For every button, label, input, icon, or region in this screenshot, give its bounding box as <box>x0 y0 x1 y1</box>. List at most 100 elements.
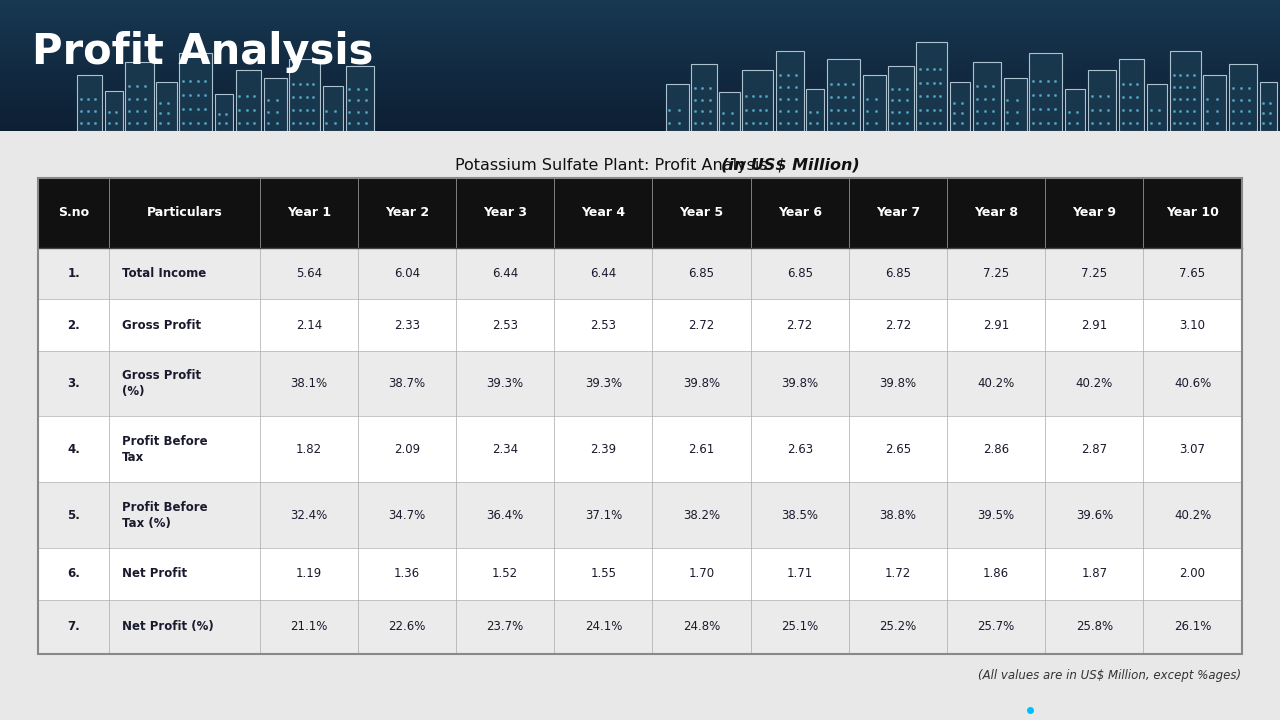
Text: 1.71: 1.71 <box>787 567 813 580</box>
Bar <box>105 91 123 131</box>
Bar <box>691 64 717 131</box>
Text: 26.1%: 26.1% <box>1174 621 1211 634</box>
Text: 4.: 4. <box>68 443 81 456</box>
Text: 25.8%: 25.8% <box>1075 621 1112 634</box>
Text: 7.25: 7.25 <box>1082 267 1107 280</box>
Text: Year 6: Year 6 <box>778 207 822 220</box>
Text: 2.63: 2.63 <box>787 443 813 456</box>
Bar <box>666 84 689 131</box>
Text: Total Income: Total Income <box>122 267 206 280</box>
Text: 40.6%: 40.6% <box>1174 377 1211 390</box>
Text: 1.86: 1.86 <box>983 567 1009 580</box>
Text: 32.4%: 32.4% <box>291 508 328 521</box>
Text: 2.61: 2.61 <box>689 443 714 456</box>
Bar <box>863 76 886 131</box>
Text: 5.64: 5.64 <box>296 267 321 280</box>
Bar <box>38 351 1242 416</box>
Text: 2.: 2. <box>68 319 81 332</box>
Bar <box>916 42 947 131</box>
Text: 1.19: 1.19 <box>296 567 321 580</box>
Bar <box>38 178 1242 248</box>
Text: 37.1%: 37.1% <box>585 508 622 521</box>
Text: 2.72: 2.72 <box>689 319 714 332</box>
Bar <box>38 248 1242 300</box>
Bar <box>1029 53 1062 131</box>
Text: Year 9: Year 9 <box>1073 207 1116 220</box>
Bar <box>38 416 1242 482</box>
Text: 38.1%: 38.1% <box>291 377 328 390</box>
Text: 2.91: 2.91 <box>1082 319 1107 332</box>
Text: 2.53: 2.53 <box>590 319 617 332</box>
Text: 1.52: 1.52 <box>492 567 518 580</box>
Text: 39.3%: 39.3% <box>486 377 524 390</box>
Text: Year 2: Year 2 <box>385 207 429 220</box>
Bar <box>236 70 261 131</box>
Text: 6.85: 6.85 <box>884 267 911 280</box>
Text: Year 7: Year 7 <box>876 207 920 220</box>
Text: 6.44: 6.44 <box>590 267 617 280</box>
Bar <box>156 82 177 131</box>
Text: Year 1: Year 1 <box>287 207 330 220</box>
Text: Year 3: Year 3 <box>483 207 527 220</box>
Bar <box>950 82 970 131</box>
Bar <box>38 300 1242 351</box>
Text: S.no: S.no <box>58 207 90 220</box>
Text: Gross Profit
(%): Gross Profit (%) <box>122 369 201 398</box>
Text: 1.36: 1.36 <box>394 567 420 580</box>
Text: 3.: 3. <box>68 377 81 390</box>
Text: Profit Before
Tax (%): Profit Before Tax (%) <box>122 500 207 529</box>
Bar <box>77 76 102 131</box>
Text: 6.44: 6.44 <box>492 267 518 280</box>
Text: 2.87: 2.87 <box>1082 443 1107 456</box>
Text: 23.7%: 23.7% <box>486 621 524 634</box>
Bar <box>806 89 824 131</box>
Bar <box>323 86 343 131</box>
Text: 34.7%: 34.7% <box>388 508 425 521</box>
Text: Net Profit: Net Profit <box>122 567 187 580</box>
Text: 5.: 5. <box>68 508 81 521</box>
Bar <box>38 600 1242 654</box>
Text: 38.5%: 38.5% <box>781 508 818 521</box>
Text: 2.86: 2.86 <box>983 443 1009 456</box>
Text: 38.8%: 38.8% <box>879 508 916 521</box>
Text: 25.7%: 25.7% <box>978 621 1015 634</box>
Text: 40.2%: 40.2% <box>1075 377 1112 390</box>
Text: 6.: 6. <box>68 567 81 580</box>
Bar <box>776 51 804 131</box>
Text: Potassium Sulfate Plant: Profit Analysis: Potassium Sulfate Plant: Profit Analysis <box>454 158 773 173</box>
Text: 39.5%: 39.5% <box>978 508 1015 521</box>
Bar <box>38 178 1242 654</box>
Bar <box>289 58 320 131</box>
Text: 1.: 1. <box>68 267 81 280</box>
Bar <box>888 66 914 131</box>
Bar <box>1119 58 1144 131</box>
Bar <box>1004 78 1027 131</box>
Text: 36.4%: 36.4% <box>486 508 524 521</box>
Text: 2.65: 2.65 <box>884 443 911 456</box>
Text: 3.07: 3.07 <box>1179 443 1206 456</box>
Text: Particulars: Particulars <box>146 207 223 220</box>
Text: Year 10: Year 10 <box>1166 207 1219 220</box>
Text: Profit Before
Tax: Profit Before Tax <box>122 435 207 464</box>
Text: 6.85: 6.85 <box>689 267 714 280</box>
Text: Gross Profit: Gross Profit <box>122 319 201 332</box>
Text: 2.34: 2.34 <box>492 443 518 456</box>
Bar <box>264 78 287 131</box>
Bar <box>38 482 1242 548</box>
Bar <box>125 62 154 131</box>
Text: 38.2%: 38.2% <box>684 508 721 521</box>
Bar <box>1203 76 1226 131</box>
Text: 7.65: 7.65 <box>1179 267 1206 280</box>
Text: Year 5: Year 5 <box>680 207 723 220</box>
Text: 40.2%: 40.2% <box>978 377 1015 390</box>
Text: 1.55: 1.55 <box>590 567 617 580</box>
Text: 1.87: 1.87 <box>1082 567 1107 580</box>
Bar <box>1147 84 1167 131</box>
Text: 2.14: 2.14 <box>296 319 321 332</box>
Bar <box>179 53 212 131</box>
Text: 2.39: 2.39 <box>590 443 617 456</box>
Text: 24.8%: 24.8% <box>684 621 721 634</box>
Bar <box>1065 89 1085 131</box>
Bar <box>1260 82 1277 131</box>
Text: 39.3%: 39.3% <box>585 377 622 390</box>
